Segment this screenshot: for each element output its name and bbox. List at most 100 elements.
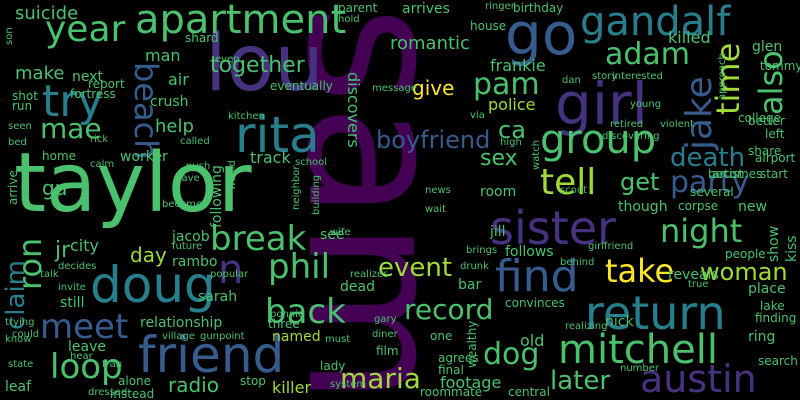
word: central [508,385,550,399]
word: one [430,329,453,343]
word: three [268,317,300,331]
word: worker [120,149,168,165]
word: home [42,149,77,163]
word: sarah [198,289,238,305]
word: find [495,251,579,302]
word: leaf [5,379,32,395]
word: suicide [15,3,79,24]
word: hear [70,351,93,362]
word: air [168,70,189,89]
word: tell [540,162,597,203]
word: know [5,334,32,345]
word: friend [138,326,285,384]
word: party [670,165,750,200]
word: police [488,95,536,114]
word: school [295,157,328,168]
word: kitchen [228,111,265,122]
word: return [585,286,726,340]
word: sister [490,201,616,255]
word: several [690,185,734,199]
word: help [155,116,194,137]
word: trying [5,317,35,328]
word: state [8,359,34,370]
word: event [378,253,453,283]
word: doug [90,256,216,314]
word: leave [68,339,106,355]
word: girl [555,70,648,138]
word: still [60,295,85,311]
word: fran [102,359,123,370]
word: push [186,161,211,172]
word: jill [490,224,506,240]
word: arrives [402,1,450,17]
word: corpse [678,199,719,213]
word: share [748,144,782,158]
word: death [670,143,746,173]
word: message [372,83,417,94]
word: agrees [438,351,479,365]
word: roommate [420,385,483,399]
word: parent [338,1,378,15]
word: artist [712,167,744,181]
word: start [760,167,788,181]
word: search [758,354,798,368]
word: ringer [485,1,515,12]
word: city [70,236,99,255]
word: cave [176,173,200,184]
word: high [500,137,522,148]
word: college [738,111,781,125]
word: adam [605,37,691,72]
word: report [88,77,125,91]
word: via [470,110,485,121]
word: discovering [602,131,660,142]
word: mae [40,112,102,145]
word: track [250,148,291,167]
word: news [425,185,451,196]
word: jr [55,238,71,263]
word: old [520,331,545,350]
word: lady [320,359,346,373]
word: follows [505,244,554,260]
word: seen [8,121,32,132]
word: arrive [6,170,20,205]
word: people [725,247,766,261]
word: young [630,99,662,110]
word: shard [185,31,219,45]
word: becomes [708,167,763,181]
word: become [162,199,203,210]
word: lou [205,19,324,109]
word: wait [425,204,447,215]
word: tommy [760,59,800,73]
word: apartment [135,0,347,43]
word: behind [560,257,595,268]
word: room [480,184,517,200]
word: dead [340,279,375,295]
word: finding [755,311,797,325]
word: rick [90,134,109,145]
word: loop [50,347,123,387]
word: new [738,199,767,215]
word: stop [240,374,266,388]
word: decides [58,261,97,272]
word: break [210,219,307,259]
word: village [162,331,195,342]
word: gu [42,176,68,200]
word: would [227,160,238,190]
word: retired [610,119,644,130]
word: interested [612,71,663,82]
word: neighbor [291,165,302,210]
word: brings [466,245,498,256]
word: gunpoint [200,331,245,342]
word: diner [372,329,398,340]
word: girlfriend [588,241,634,252]
word: future [172,241,203,252]
word: ring [748,329,776,345]
word: though [618,199,668,215]
word: final [438,363,464,377]
word: get [620,168,660,196]
word: invite [58,282,86,293]
word: woman [700,258,788,286]
word: number [620,363,660,374]
word: rambo [172,254,218,270]
word: gary [374,314,397,325]
